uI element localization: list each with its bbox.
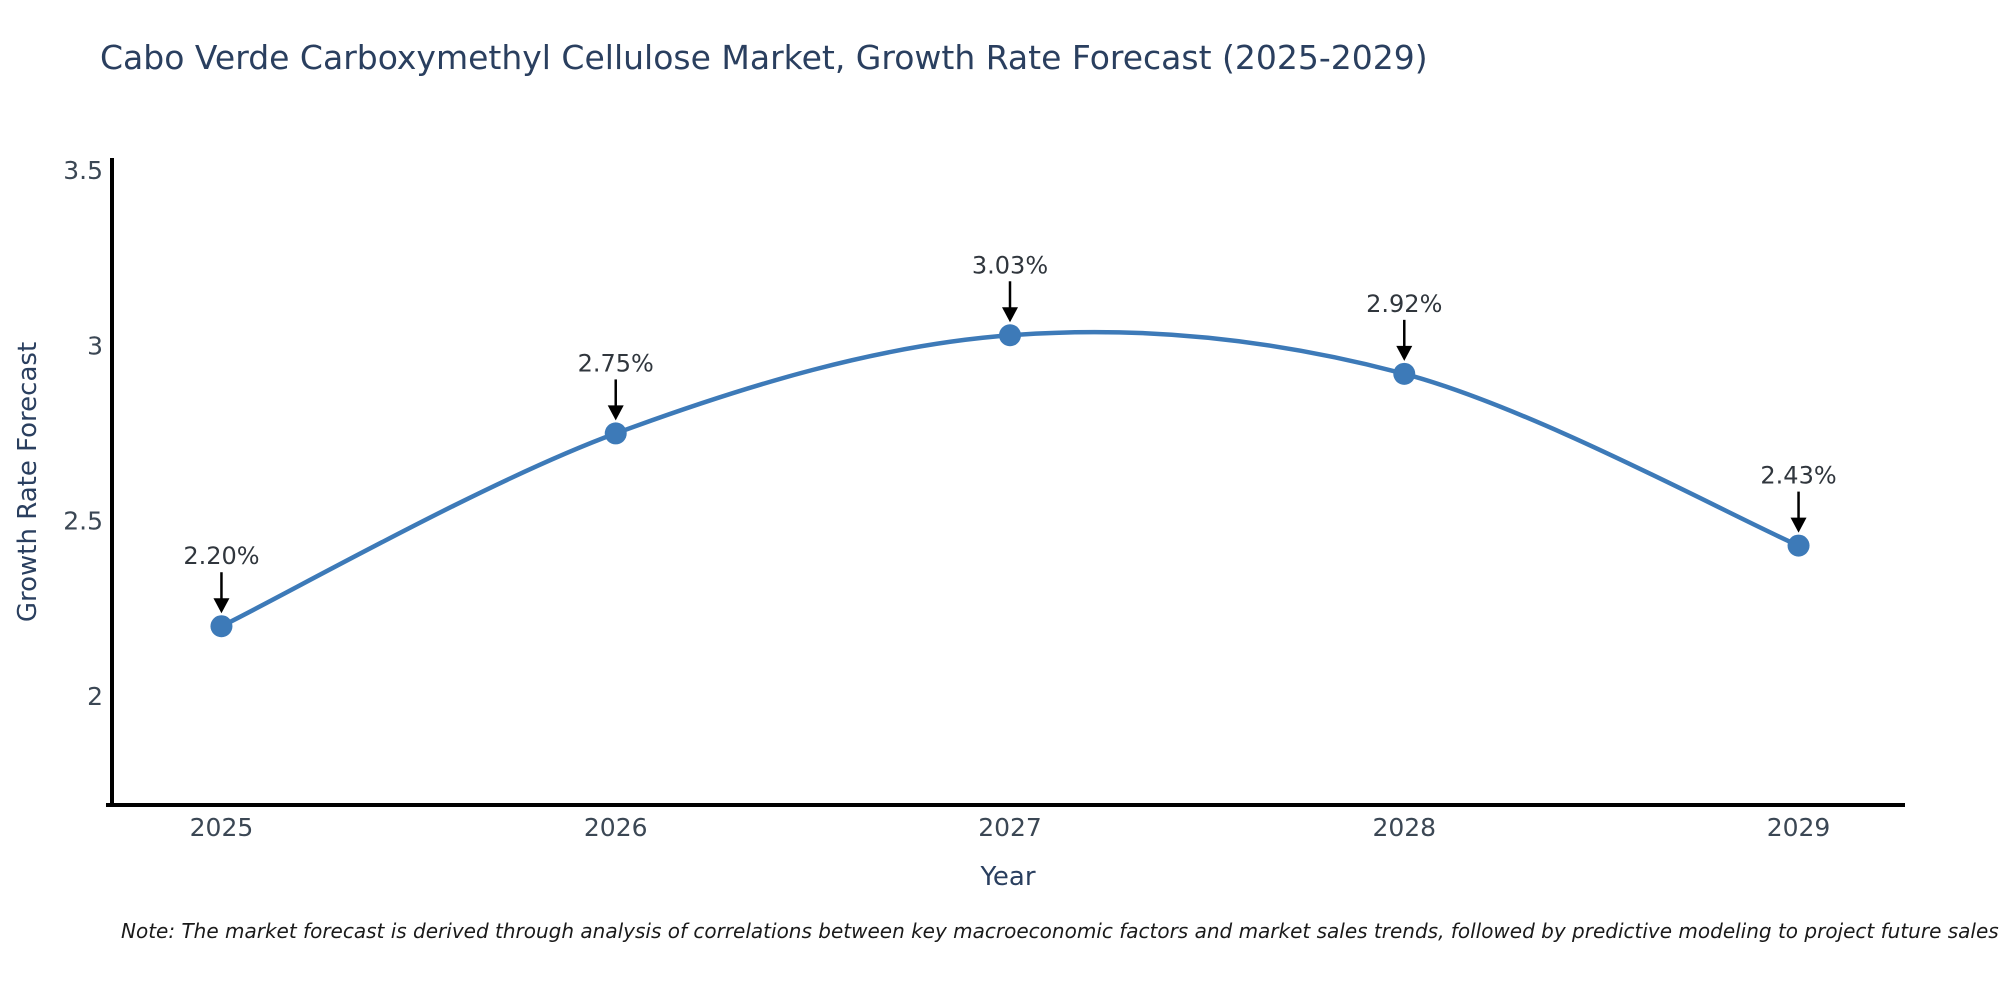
x-tick-label: 2027 xyxy=(978,813,1042,842)
y-axis-title: Growth Rate Forecast xyxy=(13,342,43,622)
y-tick-label: 3 xyxy=(87,331,103,360)
x-tick-label: 2025 xyxy=(190,813,254,842)
data-point-marker xyxy=(1787,534,1810,557)
data-point-label: 2.43% xyxy=(1760,462,1836,490)
data-point-marker xyxy=(999,324,1021,347)
data-point-marker xyxy=(604,422,627,445)
x-tick-label: 2029 xyxy=(1767,813,1831,842)
annotation-arrowhead-icon xyxy=(607,405,624,421)
annotation-arrowhead-icon xyxy=(1396,345,1413,361)
data-point-label: 2.75% xyxy=(578,349,654,377)
y-tick-label: 2.5 xyxy=(63,507,103,536)
annotation-arrowhead-icon xyxy=(1002,307,1018,323)
data-point-label: 2.20% xyxy=(183,542,259,570)
x-tick-label: 2026 xyxy=(584,813,648,842)
data-point-label: 2.92% xyxy=(1366,290,1442,318)
annotation-arrowhead-icon xyxy=(1790,517,1807,533)
y-tick-label: 3.5 xyxy=(63,156,103,185)
trend-line xyxy=(219,329,1801,629)
chart-title: Cabo Verde Carboxymethyl Cellulose Marke… xyxy=(100,38,1428,77)
data-point-label: 3.03% xyxy=(972,251,1048,279)
x-axis-title: Year xyxy=(979,862,1035,892)
footnote: Note: The market forecast is derived thr… xyxy=(121,919,1999,943)
y-tick-label: 2 xyxy=(87,682,103,711)
x-tick-label: 2028 xyxy=(1372,813,1436,842)
annotation-arrowhead-icon xyxy=(213,598,230,614)
data-point-marker xyxy=(210,615,233,638)
data-point-marker xyxy=(1393,362,1416,385)
